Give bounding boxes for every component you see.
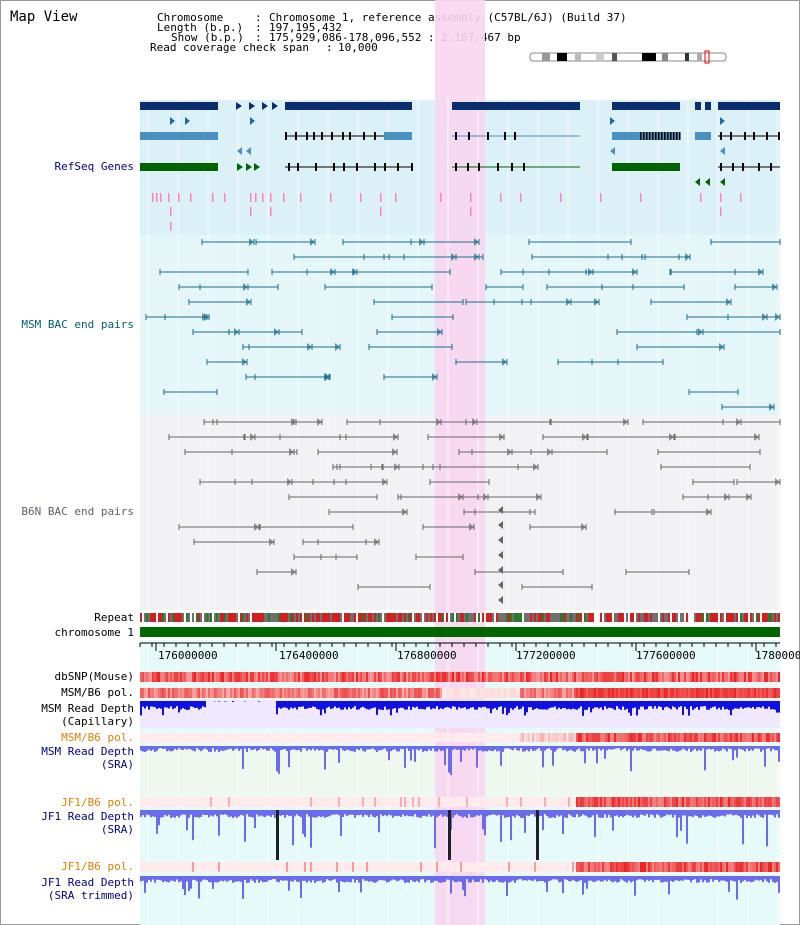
track-label-jf1-depth-sra[interactable]: JF1 Read Depth [41,810,134,823]
ruler-tick-label: 1780000 [755,649,800,662]
chromosome-label: Chromosome [157,11,224,24]
chromosome-colon: : [255,11,262,24]
length-colon: : [255,21,262,34]
track-label-jf1-depth-sra-sub: (SRA) [100,823,134,836]
coverage-value: 10,000 [338,41,378,54]
show-colon: : [255,31,262,44]
show-label: Show (b.p.) [171,31,244,44]
window-title: Map View [10,9,78,25]
length-value: 197,195,432 [269,21,342,34]
length-label: Length (b.p.) [157,21,244,34]
track-label-b6n-bac[interactable]: B6N BAC end pairs [21,505,134,518]
track-label-msm-depth-sra-sub: (SRA) [100,758,134,771]
track-label-jf1-b6-pol-2[interactable]: JF1/B6 pol. [61,860,134,873]
coverage-colon: : [326,41,333,54]
ruler-tick-label: 177600000 [636,649,696,662]
track-label-dbsnp[interactable]: dbSNP(Mouse) [54,670,134,683]
ruler-tick-label: 176000000 [158,649,218,662]
track-label-msm-depth-capillary[interactable]: MSM Read Depth [41,702,134,715]
ruler-tick-label: 177200000 [516,649,576,662]
coverage-label: Read coverage check span [150,41,309,54]
track-label-msm-b6-pol-1[interactable]: MSM/B6 pol. [61,686,134,699]
track-label-jf1-depth-trimmed-sub: (SRA trimmed) [47,889,134,902]
track-label-msm-bac[interactable]: MSM BAC end pairs [21,318,134,331]
track-label-jf1-b6-pol-1[interactable]: JF1/B6 pol. [61,796,134,809]
track-label-msm-depth-sra[interactable]: MSM Read Depth [41,745,134,758]
track-label-refseq[interactable]: RefSeq Genes [54,160,134,173]
ruler-tick-label: 176800000 [397,649,457,662]
track-label-repeat[interactable]: Repeat [94,611,134,624]
track-label-chromosome: chromosome 1 [54,626,134,639]
track-label-msm-depth-capillary-sub: (Capillary) [61,715,134,728]
track-label-jf1-depth-trimmed[interactable]: JF1 Read Depth [41,876,134,889]
ruler-tick-label: 176400000 [279,649,339,662]
track-label-msm-b6-pol-2[interactable]: MSM/B6 pol. [61,731,134,744]
